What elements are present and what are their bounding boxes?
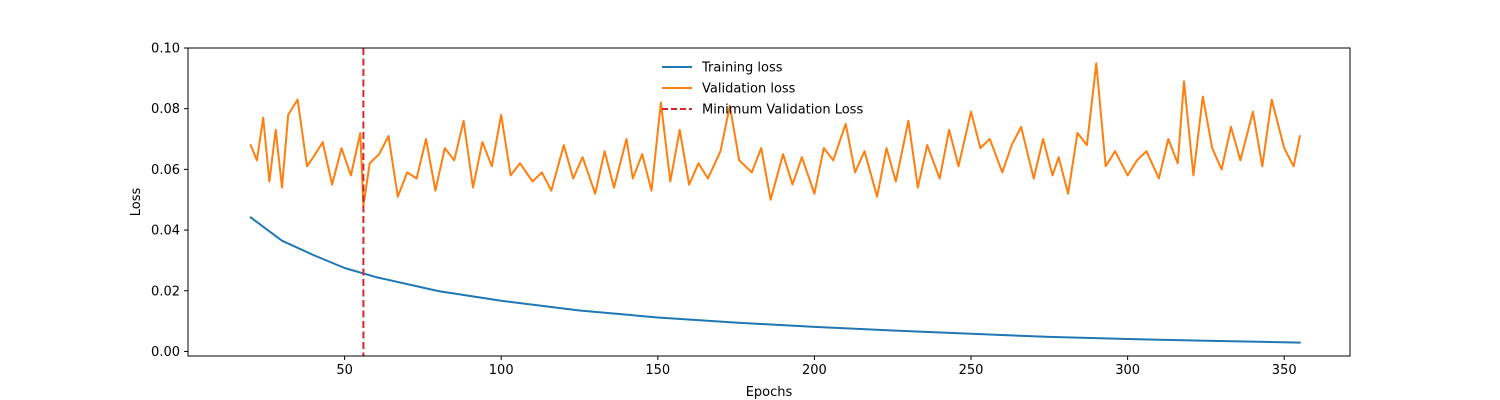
legend-label: Validation loss xyxy=(702,82,796,97)
y-tick-label: 0.02 xyxy=(151,284,180,299)
legend-label: Minimum Validation Loss xyxy=(702,103,863,118)
x-tick-label: 100 xyxy=(489,363,514,378)
x-tick-label: 250 xyxy=(959,363,984,378)
legend: Training loss Validation loss Minimum Vali… xyxy=(662,61,863,118)
series-line-validation-loss xyxy=(249,62,1301,207)
plot-frame xyxy=(187,47,1351,357)
y-axis-ticks: 0.00 0.02 0.04 0.06 0.08 0.10 xyxy=(151,42,188,360)
plot-layer xyxy=(249,48,1301,356)
x-tick-label: 150 xyxy=(645,363,670,378)
x-tick-label: 350 xyxy=(1272,363,1297,378)
legend-label: Training loss xyxy=(701,61,783,76)
x-tick-label: 200 xyxy=(802,363,827,378)
series-line-training-loss xyxy=(249,216,1301,344)
x-tick-label: 300 xyxy=(1115,363,1140,378)
y-tick-label: 0.06 xyxy=(151,163,180,178)
x-axis-title: Epochs xyxy=(746,385,793,400)
y-tick-label: 0.08 xyxy=(151,102,180,117)
y-tick-label: 0.04 xyxy=(151,224,180,239)
y-tick-label: 0.00 xyxy=(151,345,180,360)
y-tick-label: 0.10 xyxy=(151,42,180,57)
y-axis-title: Loss xyxy=(129,188,144,217)
x-axis-ticks: 50 100 150 200 250 300 350 xyxy=(336,356,1297,378)
x-tick-label: 50 xyxy=(336,363,353,378)
